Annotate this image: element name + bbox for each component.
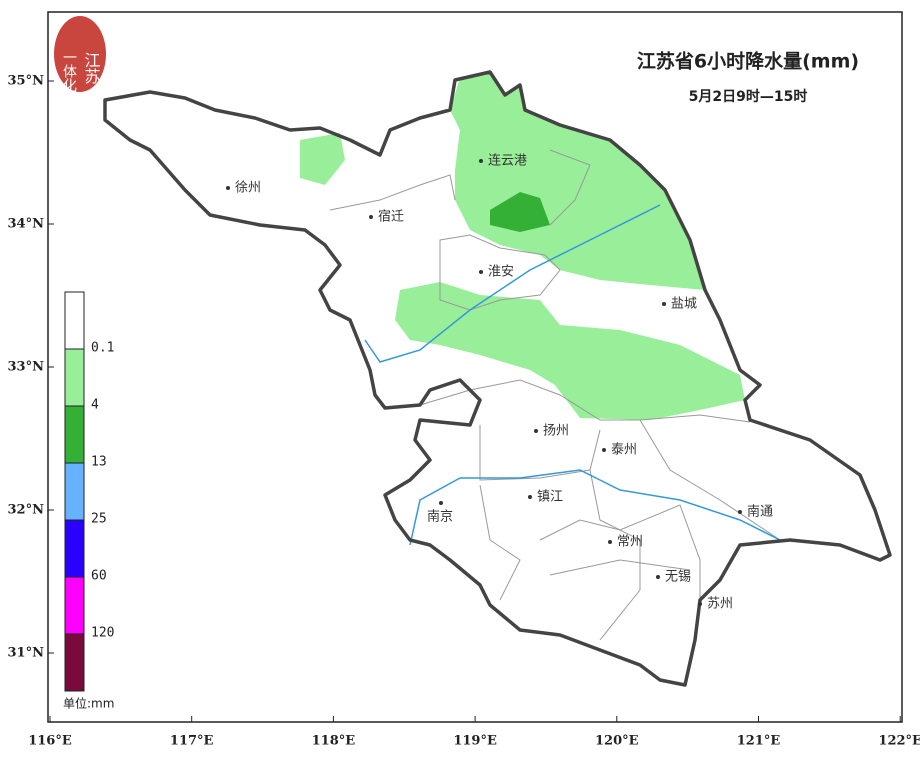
y-tick-label: 35°N bbox=[8, 74, 45, 89]
city-label: 镇江 bbox=[537, 490, 563, 505]
city-label: 连云港 bbox=[488, 153, 527, 169]
city-label: 盐城 bbox=[671, 297, 697, 312]
city-dot bbox=[656, 575, 660, 579]
y-tick-label: 34°N bbox=[8, 217, 45, 232]
city-label: 淮安 bbox=[488, 265, 514, 280]
y-tick-label: 32°N bbox=[8, 503, 45, 518]
legend-swatch bbox=[64, 576, 85, 635]
legend-label: 120 bbox=[91, 626, 114, 641]
city-label: 无锡 bbox=[665, 570, 691, 585]
city-dot bbox=[608, 540, 612, 544]
city-dot bbox=[528, 495, 532, 499]
city-label: 南通 bbox=[747, 504, 773, 520]
map-title: 江苏省6小时降水量(mm) bbox=[637, 50, 859, 73]
city-dot bbox=[662, 302, 666, 306]
city-label: 常州 bbox=[617, 535, 643, 550]
city-dot bbox=[698, 602, 702, 606]
x-tick-label: 119°E bbox=[453, 734, 497, 749]
legend-swatch bbox=[64, 348, 85, 407]
city-label: 宿迁 bbox=[378, 209, 404, 225]
x-tick-label: 118°E bbox=[312, 734, 356, 749]
legend-label: 0.1 bbox=[91, 341, 114, 356]
legend-swatch bbox=[64, 462, 85, 521]
legend-label: 4 bbox=[91, 398, 99, 413]
city-dot bbox=[479, 159, 483, 163]
legend-unit: 单位:mm bbox=[63, 696, 114, 711]
city-dot bbox=[226, 186, 230, 190]
city-label: 扬州 bbox=[543, 424, 569, 439]
legend-swatch bbox=[64, 519, 85, 578]
x-tick-label: 120°E bbox=[595, 734, 639, 749]
city-dot bbox=[439, 501, 443, 505]
legend-swatch bbox=[64, 405, 85, 464]
city-dot bbox=[738, 510, 742, 514]
x-tick-label: 122°E bbox=[878, 734, 920, 749]
city-label: 徐州 bbox=[235, 181, 261, 196]
legend-label: 13 bbox=[91, 455, 107, 470]
city-label: 南京 bbox=[427, 509, 453, 525]
legend-label: 60 bbox=[91, 569, 107, 584]
city-borders bbox=[329, 149, 781, 641]
province-outline bbox=[103, 70, 892, 687]
city-dot bbox=[534, 429, 538, 433]
rain-areas bbox=[300, 72, 745, 420]
city-label: 苏州 bbox=[707, 596, 733, 612]
city-label: 泰州 bbox=[611, 443, 637, 458]
y-tick-label: 33°N bbox=[8, 360, 45, 375]
x-tick-label: 116°E bbox=[28, 734, 72, 749]
map-subtitle: 5月2日9时—15时 bbox=[689, 88, 808, 105]
y-tick-label: 31°N bbox=[8, 646, 45, 661]
x-tick-label: 121°E bbox=[737, 734, 781, 749]
city-dot bbox=[602, 448, 606, 452]
logo-text: 一体化 bbox=[61, 50, 77, 93]
legend-swatch bbox=[64, 633, 85, 692]
city-dot bbox=[479, 270, 483, 274]
legend-label: 25 bbox=[91, 512, 107, 527]
logo: 江苏 一体化 bbox=[54, 16, 106, 93]
province-fill bbox=[105, 72, 890, 685]
x-tick-label: 117°E bbox=[170, 734, 214, 749]
city-dot bbox=[369, 215, 373, 219]
rivers bbox=[364, 204, 781, 546]
logo-text: 江苏 bbox=[82, 52, 101, 85]
legend-swatch bbox=[64, 291, 85, 350]
